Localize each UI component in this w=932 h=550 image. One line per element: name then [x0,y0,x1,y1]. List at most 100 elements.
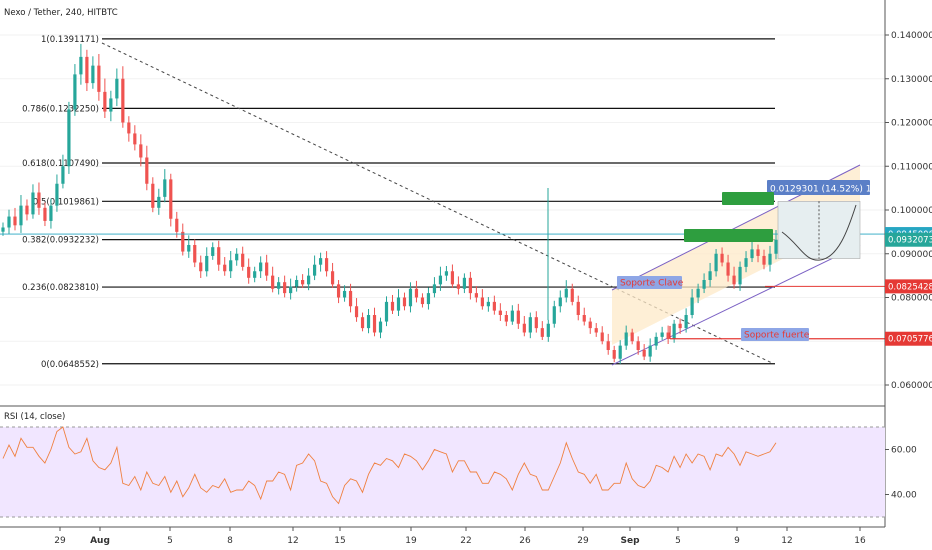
candle-body [696,288,700,298]
candle-body [360,317,365,329]
candle-body [540,328,544,337]
candle-body [738,266,742,285]
candle-body [420,297,425,305]
candle-body [307,275,311,285]
candle-body [330,271,335,285]
soporte-fuerte-box[interactable] [741,328,809,341]
candle-body [570,288,574,302]
candle-body [61,166,65,184]
price-tag-box [885,232,932,247]
fib-label: 0.786(0.1232250) [22,104,99,114]
fib-label: 0.618(0.1107490) [22,159,99,169]
candle-body [372,315,377,333]
candle-body [151,183,155,208]
candle-body [408,288,413,307]
rsi-tick-label: 60.00 [891,446,917,456]
candle-body [660,332,664,337]
candle-body [708,271,712,280]
candle-body [624,332,628,346]
candle-body [588,321,592,329]
candle-body [169,179,173,219]
candle-body [1,227,5,232]
candle-body [342,290,347,298]
candle-body [55,183,59,206]
candle-body [444,271,449,276]
candle-body [492,301,496,311]
candle-body [594,328,598,333]
candle-body [247,266,251,278]
candle-body [301,280,305,285]
annotations[interactable]: 0.0129301 (14.52%) 129301 Soporte Clave So… [617,180,900,341]
candle-body [283,282,287,294]
projection-curve [781,204,857,261]
candle-body [91,65,95,84]
target-label-box[interactable] [767,180,870,195]
candle-body [762,255,766,265]
price-tag-label: 0.0825428 [888,282,932,292]
candle-body [702,280,706,289]
candle-body [438,275,443,285]
candle-body [564,288,568,298]
candle-body [253,271,257,278]
fib-label: 0.382(0.0932232) [22,236,99,246]
candle-body [163,179,167,197]
candle-body [259,262,263,272]
time-tick-label: 29 [577,536,589,546]
rsi-band [0,427,885,517]
time-axis[interactable]: 29 Aug 5 8 12 15 19 22 26 29 Sep 5 9 12 16 [0,526,885,546]
rsi-line [2,426,777,505]
candle-body [97,65,101,92]
candle-body [516,310,520,324]
candle-body [133,133,137,145]
candle-body [630,332,634,342]
candle-body [576,301,580,315]
price-tag-label: 0.0932073 [888,236,932,246]
candle-body [636,341,640,350]
target-projection[interactable] [777,201,861,261]
candle-body [73,74,77,110]
candle-body [684,315,688,329]
candle-body [354,306,359,318]
price-tag-label: 0.0705776 [888,335,932,345]
soporte-clave-text: Soporte Clave [620,279,684,289]
candle-body [37,192,41,208]
candle-body [732,275,736,285]
channel-lower[interactable] [611,244,861,366]
fib-label: 0.236(0.0823810) [22,283,99,293]
candle-body [103,91,107,112]
candle-body [618,345,622,359]
green-marker-2-box[interactable] [684,229,773,242]
green-marker-1-box[interactable] [722,192,774,205]
candle-body [115,78,119,99]
candle-body [600,332,604,342]
candle-body [534,317,538,329]
candle-body [13,216,17,226]
fib-label: 1(0.1391171) [41,35,99,45]
candle-body [552,306,556,324]
candle-body [348,290,353,307]
time-tick-label: 12 [287,536,298,546]
time-tick-label: 19 [405,536,417,546]
candle-body [384,301,389,322]
candle-body [744,258,748,267]
candle-body [546,323,550,337]
candle-body [432,284,437,294]
candle-body [241,253,245,267]
candle-body [85,56,89,84]
candle-body [109,98,113,112]
candle-body [414,288,419,298]
candle-body [324,258,329,272]
rsi-pane[interactable]: 60.00 40.00 [0,405,917,518]
soporte-clave-box[interactable] [617,276,682,289]
candle-body [289,286,293,294]
candle-body [19,205,23,226]
time-tick-label: Sep [620,536,640,546]
candle-body [67,109,71,167]
candle-body [199,262,203,272]
candle-body [486,301,490,307]
